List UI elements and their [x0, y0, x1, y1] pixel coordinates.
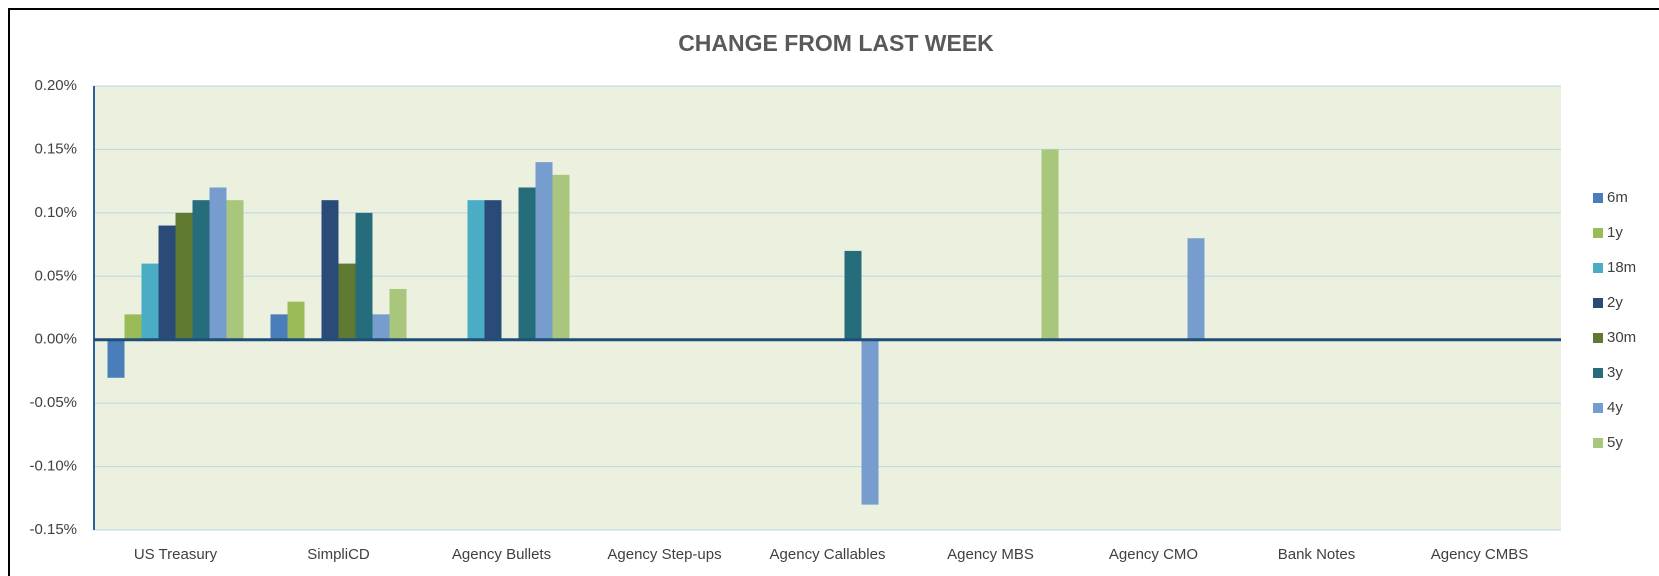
x-tick-label: Agency CMO	[1109, 546, 1198, 563]
bar	[518, 187, 536, 340]
x-tick-label: SimpliCD	[307, 546, 370, 563]
bar	[158, 225, 176, 340]
y-tick-label: -0.10%	[29, 458, 77, 475]
bar	[338, 263, 356, 340]
legend-label: 3y	[1607, 364, 1623, 381]
bar	[192, 200, 210, 340]
y-tick-label: 0.05%	[34, 267, 77, 284]
x-tick-label: Agency Step-ups	[607, 546, 721, 563]
legend-label: 2y	[1607, 294, 1623, 311]
y-tick-label: -0.15%	[29, 521, 77, 538]
bar	[1187, 238, 1205, 340]
y-tick-label: 0.15%	[34, 140, 77, 157]
bar	[861, 339, 879, 505]
bar	[1041, 149, 1059, 340]
bar	[141, 263, 159, 340]
legend-label: 5y	[1607, 434, 1623, 451]
legend-swatch	[1593, 403, 1603, 413]
legend-swatch	[1593, 298, 1603, 308]
plot-area	[94, 86, 1561, 530]
bar	[535, 162, 553, 340]
legend-swatch	[1593, 333, 1603, 343]
x-tick-label: US Treasury	[134, 546, 218, 563]
chart-title: CHANGE FROM LAST WEEK	[678, 30, 994, 56]
bar	[484, 200, 502, 340]
legend-label: 4y	[1607, 399, 1623, 416]
bar	[209, 187, 227, 340]
bar	[844, 250, 862, 340]
bar	[226, 200, 244, 340]
x-tick-label: Bank Notes	[1278, 546, 1356, 563]
bar	[552, 174, 570, 340]
legend-label: 18m	[1607, 259, 1636, 276]
y-tick-label: 0.00%	[34, 331, 77, 348]
x-tick-label: Agency Callables	[770, 546, 886, 563]
legend-label: 1y	[1607, 224, 1623, 241]
legend-swatch	[1593, 368, 1603, 378]
y-tick-label: -0.05%	[29, 394, 77, 411]
x-tick-label: Agency CMBS	[1431, 546, 1529, 563]
y-tick-label: 0.20%	[34, 77, 77, 94]
legend-label: 6m	[1607, 189, 1628, 206]
bar	[355, 212, 373, 340]
x-tick-label: Agency MBS	[947, 546, 1034, 563]
y-tick-label: 0.10%	[34, 204, 77, 221]
bar	[372, 314, 390, 340]
x-tick-label: Agency Bullets	[452, 546, 551, 563]
legend-swatch	[1593, 438, 1603, 448]
bar	[175, 212, 193, 340]
bar	[467, 200, 485, 340]
bar	[270, 314, 288, 340]
legend-swatch	[1593, 228, 1603, 238]
legend-swatch	[1593, 193, 1603, 203]
legend-swatch	[1593, 263, 1603, 273]
bar	[107, 339, 125, 378]
legend-label: 30m	[1607, 329, 1636, 346]
bar	[389, 288, 407, 340]
bar	[287, 301, 305, 340]
bar	[124, 314, 142, 340]
bar	[321, 200, 339, 340]
